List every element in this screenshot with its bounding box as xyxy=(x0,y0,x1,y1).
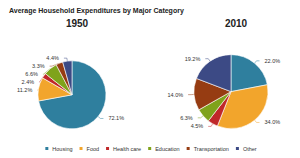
svg-text:4.4%: 4.4% xyxy=(46,55,59,61)
svg-text:Transportation: Transportation xyxy=(194,146,229,152)
svg-text:Other: Other xyxy=(243,146,257,152)
svg-text:3.3%: 3.3% xyxy=(32,63,45,69)
svg-text:2.4%: 2.4% xyxy=(22,79,35,85)
svg-text:Housing: Housing xyxy=(52,146,72,152)
svg-text:2010: 2010 xyxy=(225,18,248,29)
svg-text:Education: Education xyxy=(155,146,179,152)
svg-text:72.1%: 72.1% xyxy=(108,115,124,121)
svg-text:11.2%: 11.2% xyxy=(17,87,32,93)
svg-text:34.0%: 34.0% xyxy=(264,119,280,125)
svg-text:1950: 1950 xyxy=(66,18,89,29)
svg-text:6.3%: 6.3% xyxy=(180,115,193,121)
svg-text:Food: Food xyxy=(87,146,100,152)
svg-text:4.5%: 4.5% xyxy=(191,123,204,129)
svg-text:19.2%: 19.2% xyxy=(185,56,201,62)
svg-text:Average Household Expenditures: Average Household Expenditures by Major … xyxy=(9,7,184,15)
svg-text:14.0%: 14.0% xyxy=(168,92,184,98)
svg-text:22.0%: 22.0% xyxy=(264,58,280,64)
svg-text:6.6%: 6.6% xyxy=(25,71,38,77)
svg-text:Health care: Health care xyxy=(113,146,141,152)
